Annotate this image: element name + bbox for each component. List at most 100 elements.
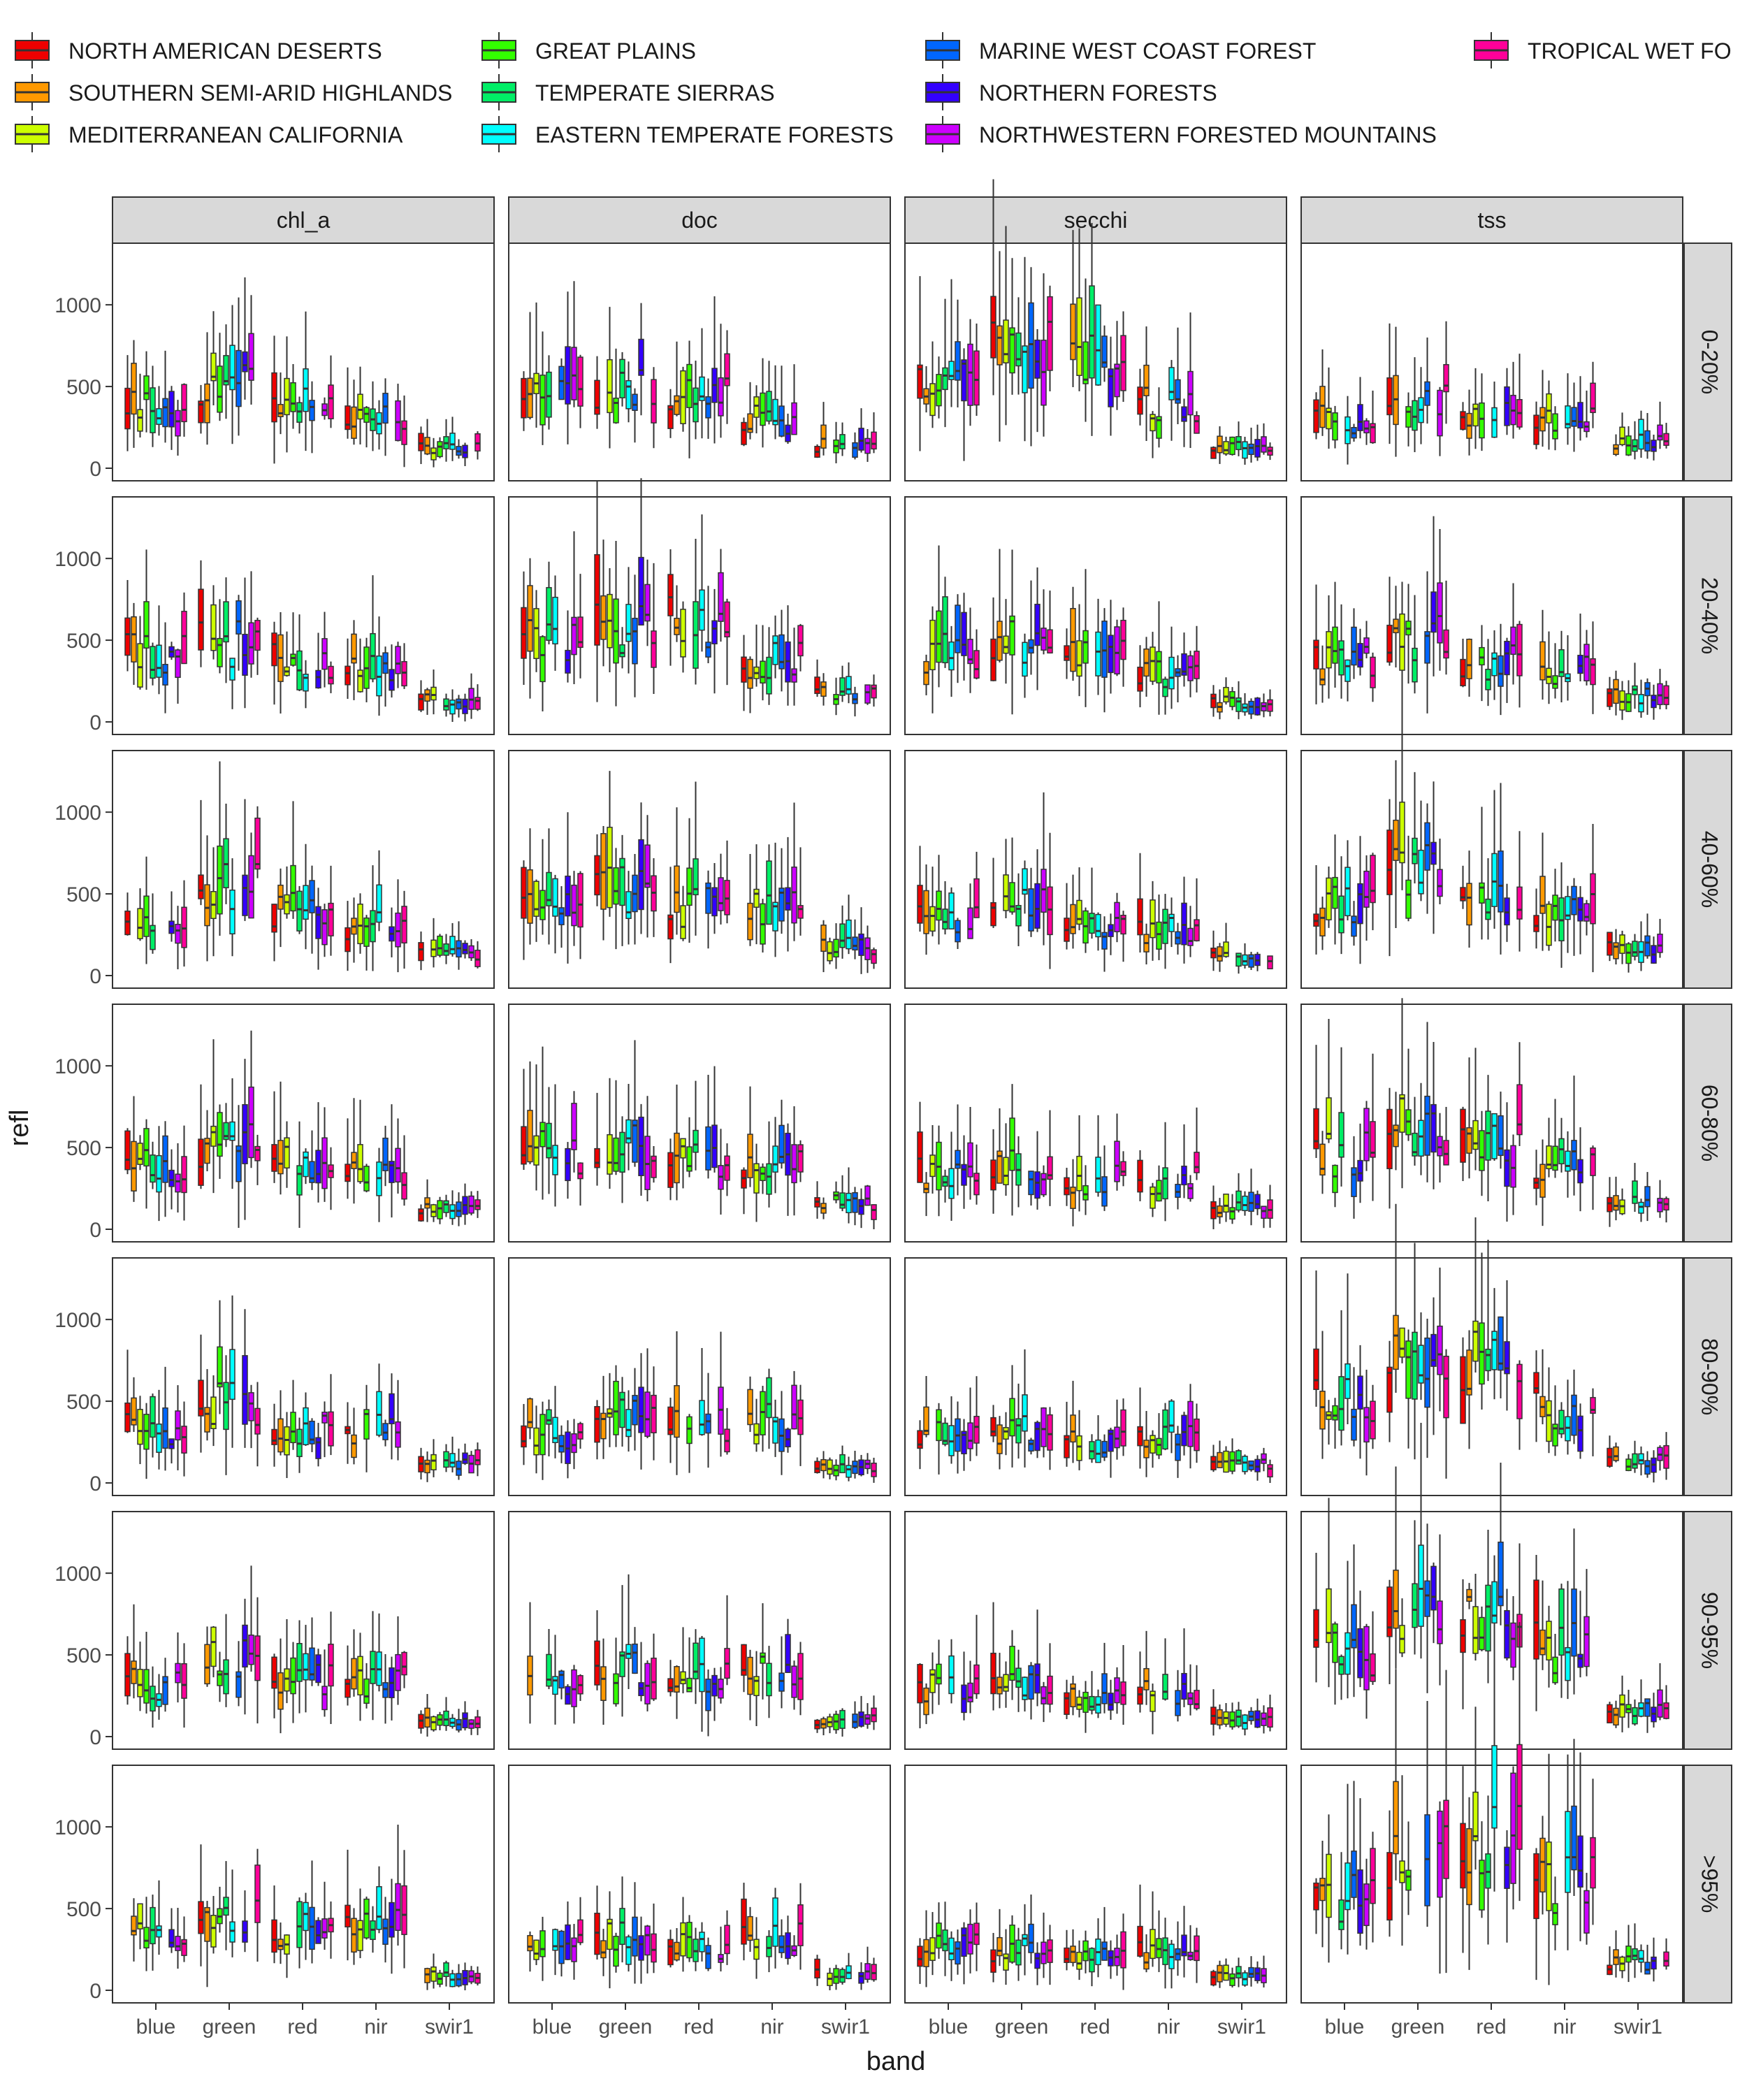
box-tss-red [1510, 1772, 1516, 1884]
box-doc-green [644, 584, 651, 622]
box-chl_a-swir1 [462, 1452, 468, 1464]
box-chl_a-blue [175, 923, 181, 944]
box-secchi-green [990, 296, 996, 359]
box-secchi-swir1 [1217, 435, 1223, 454]
box-chl_a-swir1 [449, 700, 456, 715]
box-tss-blue [1357, 404, 1363, 431]
facet-row-label-4: 80-90% [1697, 1338, 1723, 1415]
box-secchi-swir1 [1254, 1194, 1261, 1210]
box-tss-nir [1546, 904, 1552, 946]
box-doc-blue [565, 1686, 571, 1705]
box-chl_a-nir [395, 1653, 401, 1691]
box-doc-green [625, 1644, 632, 1659]
box-chl_a-green [235, 1145, 242, 1182]
box-secchi-red [1070, 608, 1076, 672]
x-tick-label-nir: nir [1553, 2015, 1576, 2039]
panel-doc-4 [508, 1257, 891, 1496]
x-tick-label-nir: nir [760, 2015, 783, 2039]
box-doc-nir [772, 398, 778, 426]
box-doc-blue [546, 371, 552, 418]
box-doc-blue [539, 636, 546, 683]
box-tss-red [1466, 1828, 1472, 1906]
box-doc-swir1 [858, 933, 864, 956]
box-tss-swir1 [1663, 433, 1669, 446]
box-doc-nir [791, 867, 797, 924]
box-doc-swir1 [871, 431, 877, 450]
box-chl_a-nir [345, 405, 351, 430]
box-secchi-green [990, 1417, 996, 1437]
box-doc-red [724, 601, 730, 638]
box-tss-nir [1539, 876, 1546, 914]
box-tss-nir [1577, 1415, 1583, 1452]
box-chl_a-red [296, 1901, 303, 1948]
box-secchi-nir [1187, 1183, 1194, 1199]
box-tss-green [1437, 582, 1443, 644]
box-chl_a-nir [389, 1393, 395, 1425]
box-secchi-green [1028, 302, 1034, 389]
box-chl_a-blue [181, 1663, 187, 1699]
box-doc-nir [753, 888, 760, 908]
box-secchi-blue [961, 1927, 967, 1957]
box-secchi-swir1 [1261, 436, 1267, 453]
box-tss-red [1491, 1581, 1498, 1624]
x-tick-label-swir1: swir1 [1217, 2015, 1266, 2039]
box-chl_a-nir [401, 660, 407, 687]
box-secchi-blue [948, 641, 955, 671]
box-chl_a-blue [143, 1128, 150, 1167]
box-chl_a-swir1 [430, 1204, 437, 1217]
box-secchi-green [1003, 635, 1009, 654]
box-chl_a-blue [156, 1154, 162, 1193]
box-chl_a-green [229, 345, 235, 391]
box-secchi-nir [1168, 1400, 1175, 1433]
box-secchi-nir [1143, 1952, 1150, 1970]
box-secchi-nir [1194, 1152, 1200, 1173]
box-tss-nir [1546, 1621, 1552, 1661]
box-chl_a-red [284, 894, 290, 915]
box-doc-nir [766, 860, 772, 925]
box-secchi-blue [967, 1422, 973, 1449]
box-doc-red [693, 858, 699, 896]
box-doc-blue [571, 616, 577, 656]
box-doc-nir [753, 396, 760, 418]
box-doc-blue [565, 1147, 571, 1182]
box-doc-red [667, 1152, 674, 1188]
box-tss-green [1430, 1565, 1437, 1611]
box-tss-green [1437, 1810, 1443, 1898]
box-tss-red [1498, 1316, 1504, 1371]
box-secchi-blue [942, 908, 948, 930]
panel-chl_a-2 [112, 750, 495, 989]
box-chl_a-red [290, 382, 296, 412]
box-tss-green [1443, 629, 1449, 659]
box-tss-red [1479, 646, 1485, 666]
box-secchi-green [1028, 639, 1034, 654]
box-tss-swir1 [1657, 1689, 1663, 1718]
box-chl_a-red [315, 1920, 321, 1944]
box-chl_a-nir [351, 633, 357, 664]
box-tss-green [1443, 1140, 1449, 1166]
box-tss-blue [1319, 386, 1326, 428]
box-tss-swir1 [1657, 934, 1663, 953]
x-tick-label-blue: blue [532, 2015, 572, 2039]
box-tss-swir1 [1607, 1196, 1613, 1212]
box-secchi-red [1070, 303, 1076, 361]
box-tss-red [1510, 1145, 1516, 1188]
box-doc-blue [539, 890, 546, 920]
box-doc-red [674, 1132, 680, 1184]
box-doc-swir1 [820, 925, 827, 952]
box-chl_a-red [321, 1918, 328, 1939]
box-chl_a-blue [124, 1653, 131, 1697]
box-secchi-swir1 [1210, 447, 1217, 459]
box-secchi-green [1022, 1934, 1028, 1946]
box-secchi-red [1070, 1187, 1076, 1209]
box-secchi-green [1047, 296, 1053, 371]
box-tss-green [1405, 1869, 1412, 1891]
box-secchi-red [1114, 1140, 1120, 1182]
box-chl_a-nir [389, 1902, 395, 1938]
box-secchi-blue [961, 1164, 967, 1186]
box-tss-swir1 [1663, 1951, 1669, 1967]
box-chl_a-green [217, 637, 223, 667]
box-tss-blue [1370, 855, 1376, 904]
box-doc-blue [577, 1919, 583, 1943]
box-doc-nir [760, 1391, 766, 1435]
box-secchi-nir [1162, 1674, 1168, 1700]
